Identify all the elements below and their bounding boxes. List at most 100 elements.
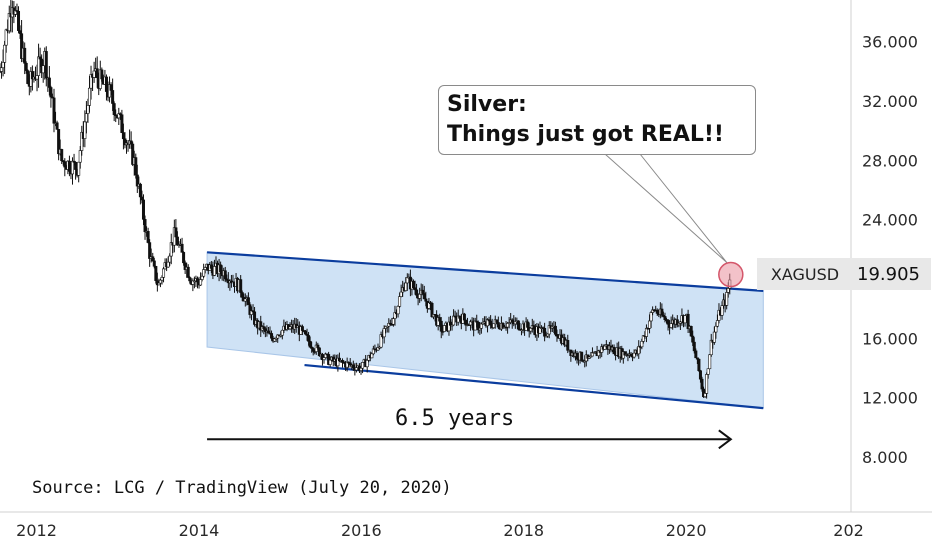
candle-body bbox=[311, 348, 315, 352]
candle-body bbox=[580, 351, 584, 361]
candle-body bbox=[223, 270, 227, 280]
y-tick-label: 32.000 bbox=[862, 92, 918, 111]
candle-body bbox=[3, 44, 7, 63]
candle-body bbox=[590, 352, 594, 357]
candle-body bbox=[708, 354, 712, 370]
candle-body bbox=[495, 319, 499, 323]
candle-body bbox=[566, 340, 570, 351]
candle-body bbox=[78, 150, 82, 163]
candle-body bbox=[430, 302, 434, 318]
candle-body bbox=[666, 319, 670, 325]
candle-body bbox=[351, 364, 355, 369]
x-tick-label: 2020 bbox=[666, 521, 707, 540]
candle-body bbox=[35, 75, 39, 80]
candle-body bbox=[143, 219, 147, 233]
candle-body bbox=[422, 293, 426, 300]
candle-body bbox=[612, 346, 616, 355]
last-price-tag: XAGUSD 19.905 bbox=[757, 258, 931, 290]
candle-body bbox=[648, 320, 652, 329]
candle-body bbox=[489, 320, 493, 326]
candle-body bbox=[686, 313, 690, 330]
candle-body bbox=[715, 320, 719, 327]
candle-body bbox=[77, 161, 81, 176]
candle-body bbox=[300, 326, 304, 331]
candle-body bbox=[526, 321, 530, 328]
current-price-highlight bbox=[718, 261, 744, 288]
candle-body bbox=[140, 196, 144, 201]
candle-body bbox=[438, 317, 442, 322]
candle-body bbox=[421, 289, 425, 294]
candle-body bbox=[424, 298, 428, 302]
candle-body bbox=[442, 325, 446, 332]
candle-body bbox=[439, 320, 443, 332]
candle-body bbox=[26, 70, 30, 84]
candle-body bbox=[712, 331, 716, 343]
candle-body bbox=[209, 264, 213, 269]
x-tick-label: 2016 bbox=[341, 521, 382, 540]
candle-body bbox=[84, 113, 88, 123]
candle-body bbox=[71, 160, 75, 175]
candle-body bbox=[146, 231, 150, 243]
candle-body bbox=[361, 362, 365, 369]
candle-body bbox=[655, 309, 659, 314]
callout-pointer bbox=[604, 153, 728, 263]
candle-body bbox=[100, 69, 104, 80]
channel-fill bbox=[206, 251, 764, 409]
x-axis: 2012 2014 2016 2018 2020 202 bbox=[16, 521, 864, 540]
candle-body bbox=[212, 266, 216, 276]
candle-body bbox=[516, 320, 520, 330]
candle-body bbox=[41, 65, 45, 74]
candle-body bbox=[109, 84, 113, 91]
candle-body bbox=[660, 308, 664, 316]
candle-body bbox=[17, 10, 21, 31]
candle-body bbox=[243, 298, 247, 302]
candle-body bbox=[543, 327, 547, 337]
candle-body bbox=[669, 323, 673, 328]
candle-body bbox=[396, 305, 400, 315]
candle-body bbox=[49, 87, 53, 98]
candle-body bbox=[160, 277, 164, 281]
candle-body bbox=[121, 132, 125, 140]
candle-body bbox=[317, 347, 321, 357]
candle-body bbox=[195, 278, 199, 283]
candle-body bbox=[186, 266, 190, 278]
candle-body bbox=[92, 70, 96, 78]
candle-body bbox=[694, 350, 698, 359]
candle-body bbox=[141, 199, 145, 220]
candle-body bbox=[63, 161, 67, 168]
candle-body bbox=[683, 315, 687, 324]
candle-body bbox=[529, 327, 533, 332]
candle-body bbox=[47, 77, 51, 88]
y-axis: 36.000 32.000 28.000 24.000 16.000 12.000 8.00… bbox=[862, 33, 918, 468]
candle-body bbox=[404, 282, 408, 291]
candle-body bbox=[316, 344, 320, 349]
candle-body bbox=[162, 268, 166, 278]
candle-body bbox=[203, 267, 207, 270]
candle-body bbox=[644, 327, 648, 337]
candle-body bbox=[411, 280, 415, 289]
candle-body bbox=[307, 335, 311, 342]
annotation-line-1: Silver: bbox=[447, 92, 527, 117]
candle-body bbox=[720, 305, 724, 316]
candle-body bbox=[240, 292, 244, 298]
candle-body bbox=[134, 157, 138, 176]
candle-body bbox=[496, 322, 500, 328]
channel-upper-line bbox=[206, 251, 764, 292]
candle-body bbox=[200, 275, 204, 280]
candle-body bbox=[182, 252, 186, 264]
candle-body bbox=[706, 368, 710, 375]
candle-body bbox=[391, 318, 395, 325]
candle-body bbox=[95, 68, 99, 79]
candle-body bbox=[83, 121, 87, 139]
candle-body bbox=[308, 340, 312, 348]
y-tick-label: 12.000 bbox=[862, 389, 918, 408]
candle-body bbox=[354, 367, 358, 371]
candle-body bbox=[452, 315, 456, 326]
candle-body bbox=[129, 140, 133, 145]
candle-body bbox=[111, 90, 115, 104]
candle-body bbox=[44, 51, 48, 79]
candle-body bbox=[328, 359, 332, 365]
candle-body bbox=[74, 162, 78, 170]
